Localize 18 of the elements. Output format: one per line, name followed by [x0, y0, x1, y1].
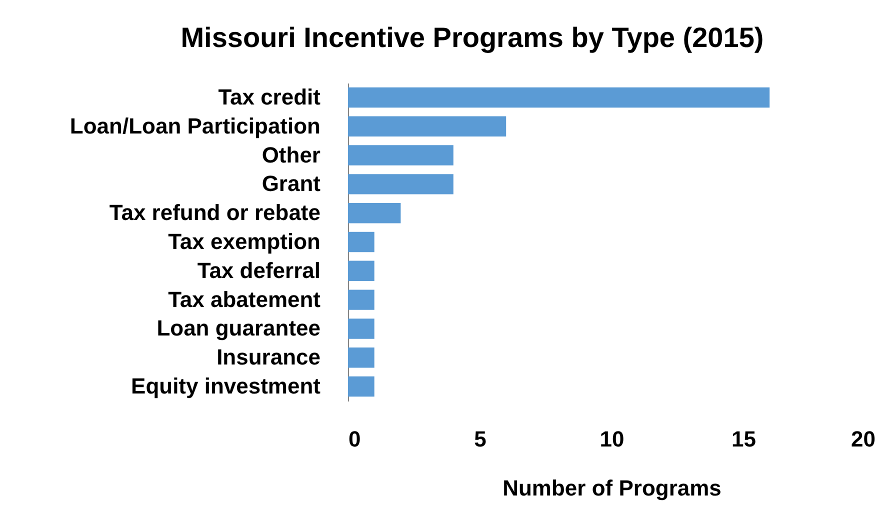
y-tick-label: Loan guarantee — [156, 316, 320, 341]
y-tick-label: Grant — [262, 171, 322, 196]
y-tick-label: Tax refund or rebate — [109, 200, 320, 226]
x-tick-label: 5 — [474, 426, 486, 452]
y-tick-label: Tax credit — [218, 84, 322, 110]
y-tick-label: Equity investment — [131, 374, 322, 399]
x-tick-label: 0 — [348, 426, 361, 452]
x-axis-title: Number of Programs — [502, 476, 722, 500]
y-tick-label: Tax deferral — [197, 258, 320, 283]
x-tick-label: 15 — [732, 426, 756, 452]
y-tick-label: Tax exemption — [168, 229, 320, 254]
y-tick-label: Insurance — [216, 344, 320, 370]
x-tick-label: 20 — [851, 426, 876, 452]
y-tick-label: Tax abatement — [168, 286, 322, 312]
x-tick-label: 10 — [600, 426, 624, 452]
y-tick-label: Other — [262, 142, 321, 168]
chart-title: Missouri Incentive Programs by Type (2015) — [180, 22, 764, 53]
y-tick-label: Loan/Loan Participation — [70, 113, 320, 138]
